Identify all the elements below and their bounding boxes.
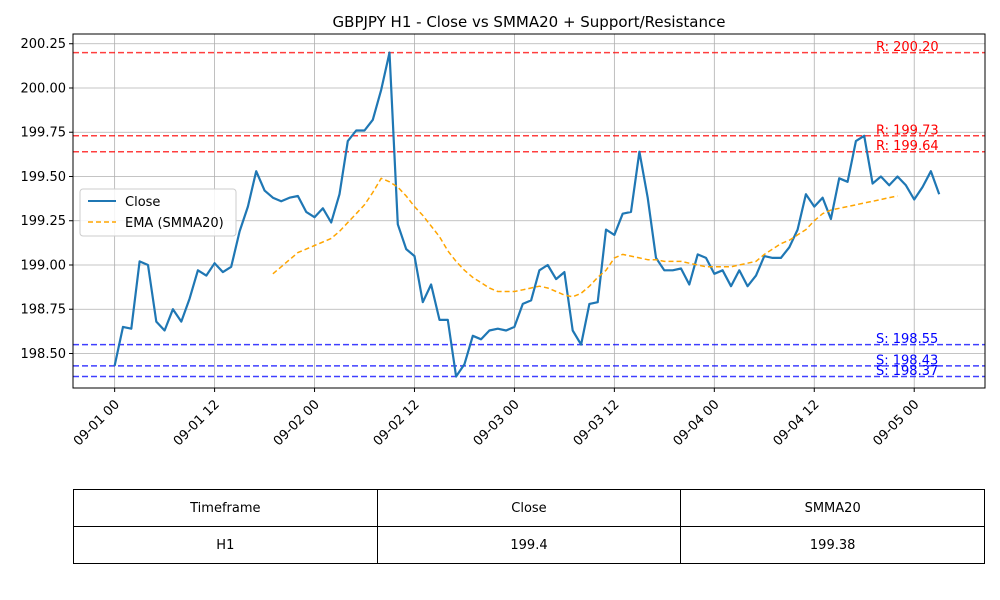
y-tick-label: 198.50 xyxy=(21,347,67,362)
resistance-level-label: R: 200.20 xyxy=(876,40,939,55)
x-axis: 09-01 00 09-01 12 09-02 00 09-02 12 09-03 00… xyxy=(71,388,923,449)
y-tick-label: 200.25 xyxy=(21,37,67,52)
series-lines xyxy=(113,51,941,378)
cell-close: 199.4 xyxy=(376,526,682,564)
x-tick-label: 09-01 00 xyxy=(71,397,123,449)
y-tick-label: 200.00 xyxy=(21,81,67,96)
plot-frame xyxy=(72,33,986,389)
x-tick-label: 09-03 00 xyxy=(471,397,523,449)
table-header-row: Timeframe Close SMMA20 xyxy=(73,489,985,527)
cell-timeframe: H1 xyxy=(73,526,378,564)
header-timeframe: Timeframe xyxy=(73,489,378,527)
legend: Close EMA (SMMA20) xyxy=(79,188,237,237)
x-tick-label: 09-03 12 xyxy=(571,397,623,449)
chart-title: GBPJPY H1 - Close vs SMMA20 + Support/Re… xyxy=(333,13,726,31)
summary-table: Timeframe Close SMMA20 H1 199.4 199.38 xyxy=(73,489,985,564)
x-tick-label: 09-02 12 xyxy=(371,397,423,449)
y-tick-label: 199.50 xyxy=(21,170,67,185)
x-tick-label: 09-02 00 xyxy=(271,397,323,449)
table-row: H1 199.4 199.38 xyxy=(73,526,985,564)
level-lines: R: 200.20 R: 199.73R: 199.64 S: 198.55 S: 1… xyxy=(73,40,985,379)
cell-smma20: 199.38 xyxy=(680,526,985,564)
y-tick-label: 199.00 xyxy=(21,258,67,273)
legend-box xyxy=(79,188,237,237)
summary-table-wrap: Timeframe Close SMMA20 H1 199.4 199.38 xyxy=(73,489,985,564)
y-tick-label: 199.25 xyxy=(21,214,67,229)
support-level-label: S: 198.55 xyxy=(876,332,938,347)
header-smma20: SMMA20 xyxy=(680,489,985,527)
legend-close-label: Close xyxy=(125,195,160,210)
ema-series-line xyxy=(272,177,898,298)
header-close: Close xyxy=(376,489,682,527)
y-axis: 198.50 198.75 199.00 199.25 199.50 199.75 200.… xyxy=(21,37,73,362)
x-tick-label: 09-01 12 xyxy=(171,397,223,449)
resistance-level-label: R: 199.64 xyxy=(876,139,939,154)
resistance-level-label: R: 199.73 xyxy=(876,123,939,138)
support-level-label: S: 198.43 xyxy=(876,353,938,368)
legend-ema-label: EMA (SMMA20) xyxy=(125,216,224,231)
x-tick-label: 09-04 12 xyxy=(771,397,823,449)
x-tick-label: 09-04 00 xyxy=(671,397,723,449)
support-level-label: S: 198.37 xyxy=(876,364,938,379)
chart: GBPJPY H1 - Close vs SMMA20 + Support/Re… xyxy=(21,13,986,449)
y-tick-label: 199.75 xyxy=(21,126,67,141)
x-tick-label: 09-05 00 xyxy=(871,397,923,449)
y-tick-label: 198.75 xyxy=(21,303,67,318)
grid xyxy=(73,34,985,388)
close-series-line xyxy=(113,51,941,378)
